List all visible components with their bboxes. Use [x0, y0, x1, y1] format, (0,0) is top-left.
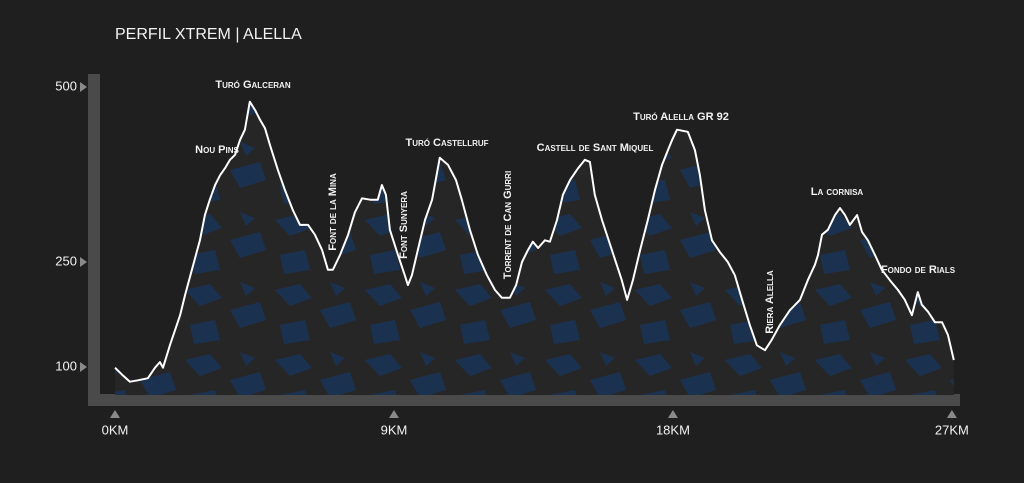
peak-label: Torrent de Can Gurri [502, 171, 514, 279]
x-tick-mark [946, 410, 957, 418]
y-tick-mark [80, 362, 87, 372]
x-tick-label: 27KM [935, 422, 969, 437]
peak-label: Turó Galceran [215, 79, 290, 91]
profile-line [114, 100, 955, 383]
x-tick-label: 18KM [656, 422, 690, 437]
peak-label: Castell de Sant Miquel [537, 142, 654, 154]
x-tick-mark [667, 410, 678, 418]
x-tick-mark [110, 410, 120, 418]
chart-title: PERFIL XTREM | ALELLA [115, 26, 302, 43]
peak-label: Turó Alella GR 92 [633, 111, 729, 123]
peak-label: La cornisa [811, 186, 864, 198]
peak-label: Turó Castellruf [405, 137, 488, 149]
x-axis-bar [88, 394, 960, 406]
x-tick-label: 0KM [102, 422, 129, 437]
x-tick-label: 9KM [381, 422, 408, 437]
y-tick-label: 250 [55, 253, 77, 268]
peak-label: Riera Alella [764, 270, 776, 334]
peak-label: Nou Pins [195, 144, 239, 156]
y-axis-bar [88, 74, 100, 406]
peak-label: Fondo de Rials [881, 264, 956, 276]
y-tick-label: 500 [55, 78, 77, 93]
profile-area [115, 101, 954, 395]
y-tick-mark [80, 257, 87, 267]
y-tick-label: 100 [55, 358, 77, 373]
x-tick-mark [388, 410, 399, 418]
y-tick-mark [80, 82, 87, 92]
peak-label: Font de la Mina [327, 173, 339, 251]
peak-label: Font Sunyera [398, 191, 410, 259]
